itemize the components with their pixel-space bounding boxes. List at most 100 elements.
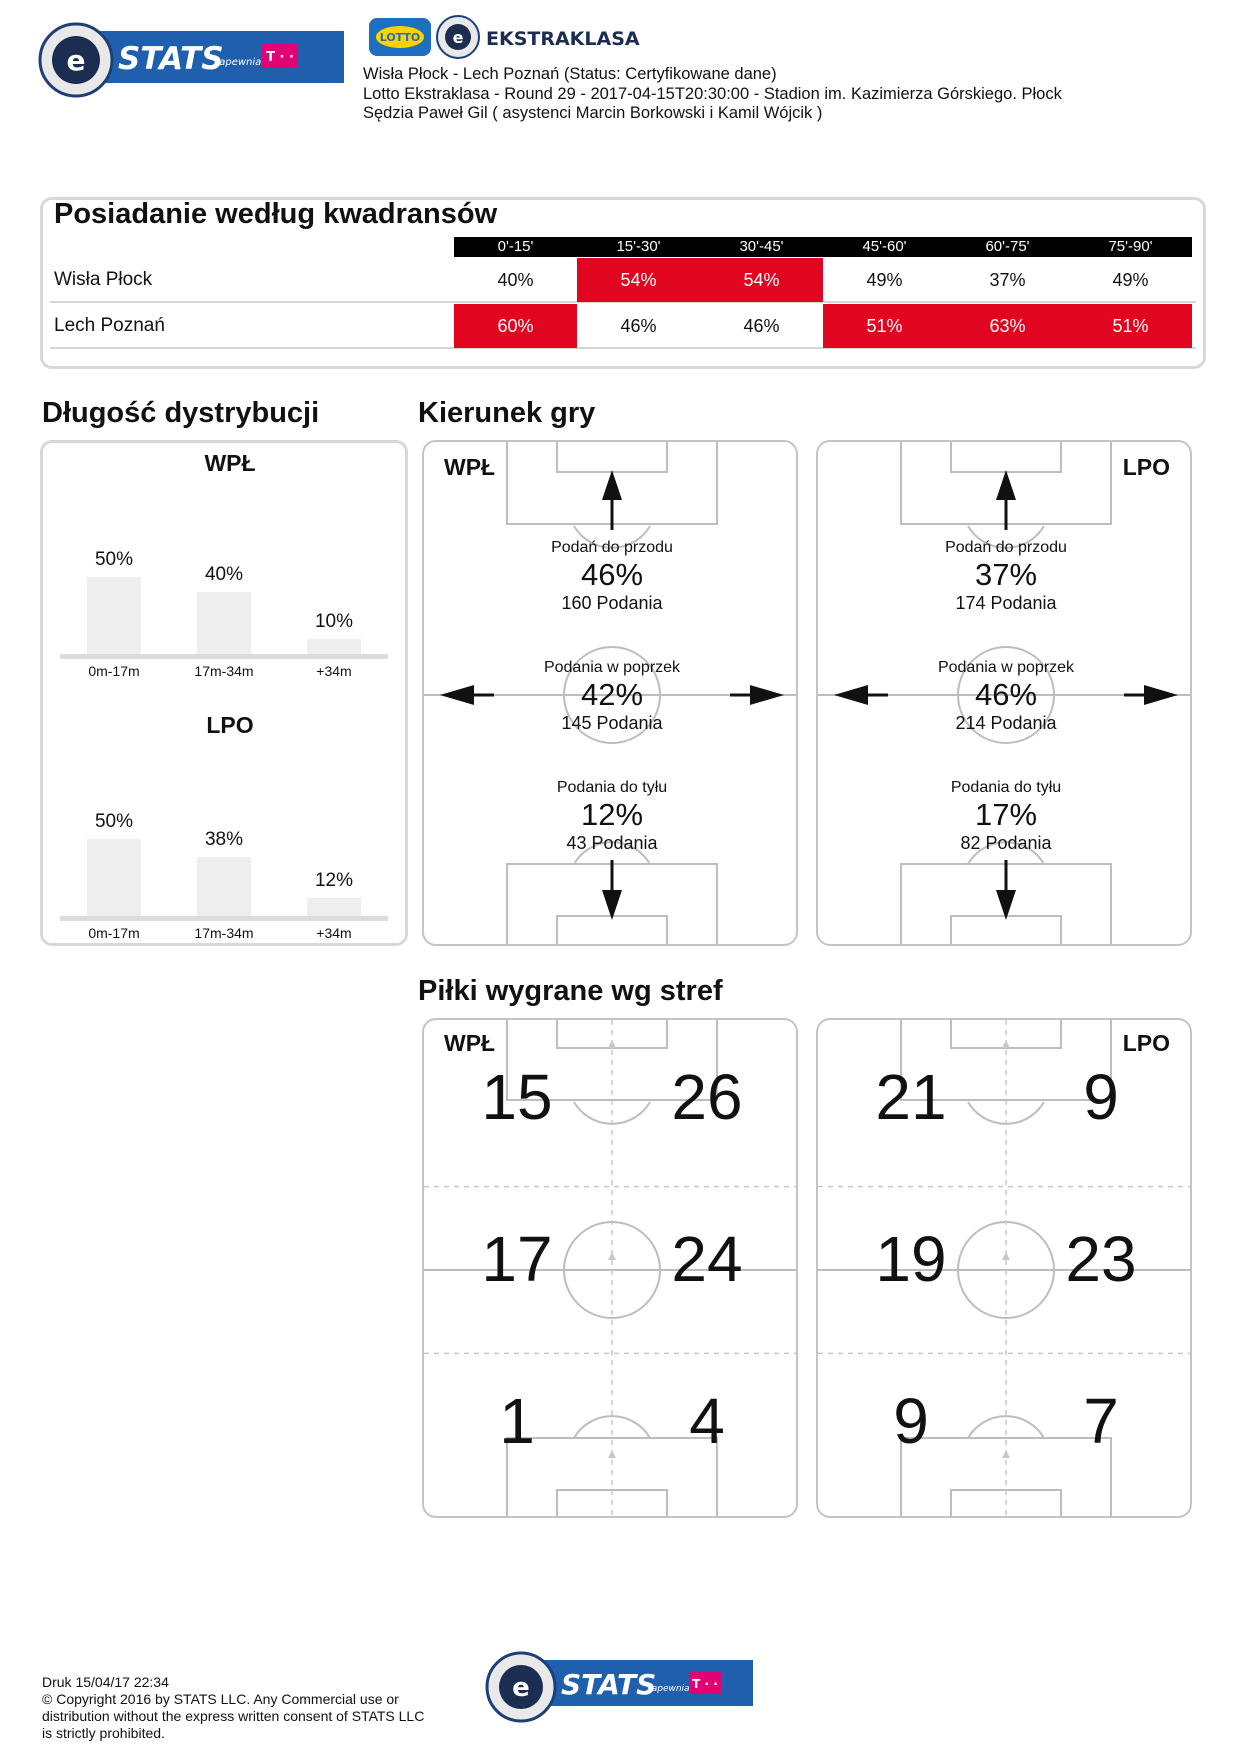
pitch-markings [818,442,1190,944]
zone-balls-won: 26 [671,1061,743,1133]
zone-balls-won: 23 [1065,1223,1137,1295]
distribution-range-label: +34m [316,925,352,941]
possession-value: 49% [866,270,903,290]
svg-text:e: e [453,28,464,47]
forward-arrowhead [602,470,622,500]
possession-value: 51% [1069,304,1192,348]
zone-balls-won: 19 [875,1223,947,1295]
direction-marker [608,1040,616,1048]
possession-value: 46% [620,316,657,336]
copyright-line: © Copyright 2016 by STATS LLC. Any Comme… [42,1691,399,1707]
row-divider [50,347,1196,349]
possession-value: 37% [989,270,1026,290]
possession-value: 46% [743,316,780,336]
distribution-bar [87,577,141,654]
stats-logo: e STATS zapewnia T · · [38,22,346,98]
backward-label: Podania do tyłu [950,779,1062,796]
sideways-percent: 42% [580,677,644,712]
copyright-line: is strictly prohibited. [42,1725,165,1741]
distribution-bar [197,592,251,654]
period-header: 60'-75' [946,237,1069,257]
direction-marker [608,1252,616,1260]
period-header: 0'-15' [454,237,577,257]
forward-percent: 37% [974,557,1038,592]
distribution-range-label: 17m-34m [194,925,254,941]
distribution-baseline [60,654,388,659]
distribution-value: 10% [314,611,354,632]
backward-percent: 17% [974,797,1038,832]
distribution-baseline [60,916,388,921]
distribution-team-label: LPO [206,712,254,738]
zone-balls-won: 24 [671,1223,743,1295]
possession-value: 63% [946,304,1069,348]
zone-balls-won: 17 [481,1223,553,1295]
zone-balls-won: 4 [689,1385,725,1457]
referee-line: Sędzia Paweł Gil ( asystenci Marcin Bork… [363,104,823,122]
copyright-line: distribution without the express written… [42,1708,425,1724]
pitch-markings [818,1020,1190,1516]
zone-balls-won: 9 [893,1385,929,1457]
left-arrowhead [834,685,868,705]
sideways-percent: 46% [974,677,1038,712]
distribution-bar [307,639,361,654]
distribution-value: 12% [314,870,354,891]
distribution-bar [197,857,251,916]
direction-marker [1002,1040,1010,1048]
forward-percent: 46% [580,557,644,592]
svg-text:e: e [512,1673,530,1703]
zone-balls-won: 1 [499,1385,535,1457]
svg-text:LOTTO: LOTTO [380,31,421,44]
team-name-home: Wisła Płock [54,269,153,290]
left-arrowhead [440,685,474,705]
distribution-value: 38% [204,829,244,850]
backward-passes-stat: Podania do tyłu 17% 82 Podania [876,778,1136,854]
team-name-away: Lech Poznań [54,315,165,336]
team-tag: WPŁ [444,454,496,480]
distribution-range-label: +34m [316,663,352,679]
forward-count: 160 Podania [561,593,663,613]
direction-marker [1002,1450,1010,1458]
period-header: 75'-90' [1069,237,1192,257]
row-divider [50,301,1196,303]
forward-label: Podań do przodu [945,539,1067,556]
direction-pitch: WPŁ Podań do przodu 46% 160 Podania Podania … [422,440,798,946]
distribution-team-label: WPŁ [204,450,256,476]
svg-text:T · ·: T · · [266,50,294,65]
svg-text:STATS: STATS [561,1668,656,1701]
svg-text:e: e [67,44,86,77]
direction-title: Kierunek gry [418,397,596,429]
team-tag: WPŁ [444,1030,496,1056]
possession-value: 49% [1112,270,1149,290]
backward-percent: 12% [580,797,644,832]
distribution-range-label: 0m-17m [88,925,140,941]
sideways-passes-stat: Podania w poprzek 46% 214 Podania [876,658,1136,734]
zone-balls-won: 21 [875,1061,947,1133]
distribution-value: 50% [94,549,134,570]
pitch-markings [424,442,796,944]
sideways-count: 214 Podania [955,713,1057,733]
sideways-count: 145 Podania [561,713,663,733]
svg-text:T · ·: T · · [692,1677,718,1691]
direction-pitch: LPO Podań do przodu 37% 174 Podania Podania … [816,440,1192,946]
forward-count: 174 Podania [955,593,1057,613]
right-arrowhead [750,685,784,705]
zone-pitch: LPO 21 9 19 23 9 7 [816,1018,1192,1518]
distribution-title: Długość dystrybucji [42,397,320,429]
possession-value: 54% [700,258,823,302]
zones-title: Piłki wygrane wg stref [418,975,723,1007]
period-header: 15'-30' [577,237,700,257]
distribution-bar [87,839,141,916]
backward-arrowhead [602,890,622,920]
right-arrowhead [1144,685,1178,705]
forward-label: Podań do przodu [551,539,673,556]
possession-value: 54% [577,258,700,302]
forward-passes-stat: Podań do przodu 46% 160 Podania [482,538,742,614]
distribution-value: 40% [204,564,244,585]
pitch-markings [424,1020,796,1516]
possession-value: 51% [823,304,946,348]
match-title: Wisła Płock - Lech Poznań (Status: Certy… [363,65,777,83]
svg-text:zapewnia: zapewnia [213,57,261,68]
forward-arrowhead [996,470,1016,500]
direction-marker [1002,1252,1010,1260]
backward-passes-stat: Podania do tyłu 12% 43 Podania [482,778,742,854]
